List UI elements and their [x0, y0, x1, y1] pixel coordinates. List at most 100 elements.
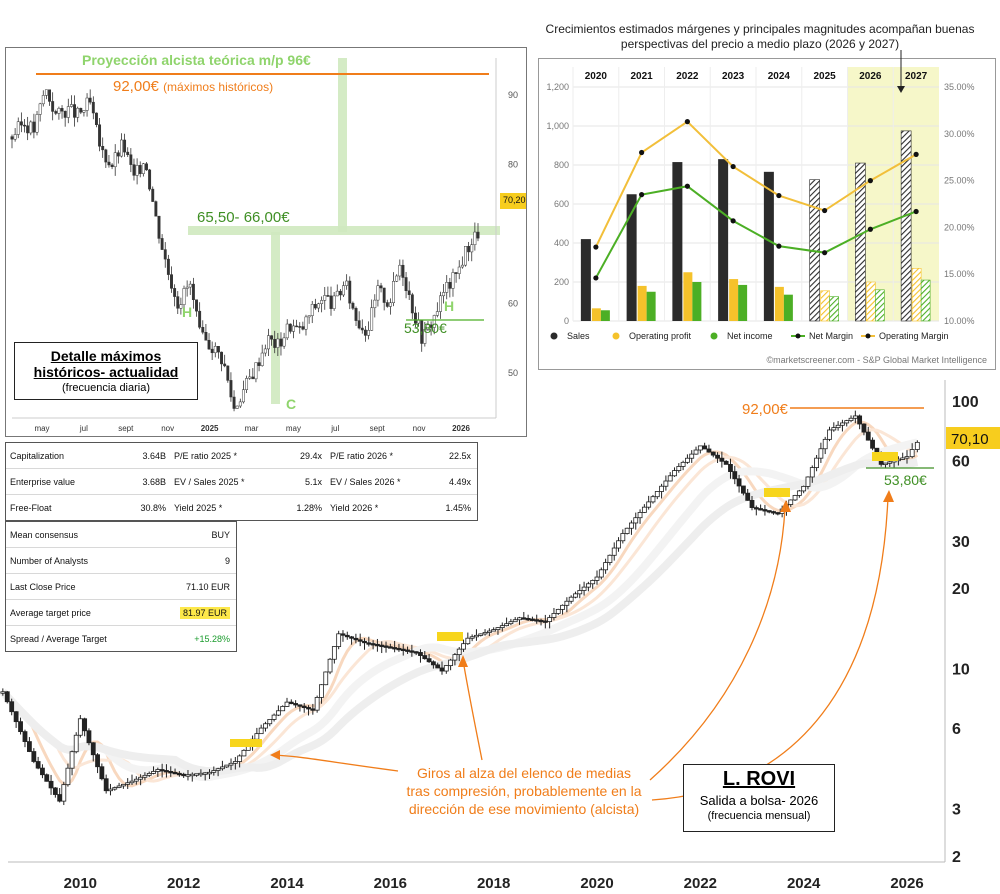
candle-body — [202, 772, 208, 775]
candle-body — [314, 697, 320, 711]
candle-body — [530, 618, 535, 621]
candle-body — [426, 658, 432, 663]
valuation-cell: Free-Float — [10, 502, 52, 513]
candle-body — [133, 778, 139, 782]
detail-candle — [151, 188, 155, 202]
detail-candle — [38, 103, 42, 115]
detail-candle — [16, 121, 20, 135]
detail-candle — [110, 164, 114, 168]
detail-candle — [342, 285, 345, 296]
valuation-cell: 4.49x — [448, 476, 471, 487]
main-ytick: 10 — [952, 662, 970, 679]
main-xtick: 2010 — [64, 875, 97, 892]
detail-candle — [182, 288, 186, 305]
detail-candle — [376, 285, 380, 301]
consensus-row: Number of Analysts 9 — [6, 548, 236, 574]
candle-body — [77, 718, 83, 736]
candle-body — [603, 562, 609, 571]
candle-body — [504, 623, 509, 627]
candle-body — [108, 788, 113, 792]
company-box: L. ROVI Salida a bolsa- 2026 (frecuencia… — [683, 764, 835, 832]
candle-body — [547, 617, 553, 622]
candle-body — [512, 619, 518, 623]
candle-body — [198, 772, 204, 776]
candle-body — [719, 457, 725, 462]
detail-candle — [454, 272, 458, 274]
detail-candle — [154, 201, 158, 217]
candle-body — [310, 708, 316, 711]
fin-ytick-left: 600 — [554, 199, 569, 209]
candle-body — [474, 634, 479, 638]
candle-body — [706, 448, 712, 453]
bar-net — [875, 289, 885, 322]
main-ytick: 2 — [952, 849, 961, 866]
candle-body — [456, 648, 462, 656]
candle-body — [629, 522, 634, 529]
detail-candle — [48, 89, 51, 102]
source-label: ©marketscreener.com - S&P Global Market … — [766, 355, 987, 365]
detail-candle — [298, 326, 302, 328]
candle-body — [228, 762, 234, 766]
candle-body — [336, 633, 342, 647]
fin-ytick-right: 25.00% — [944, 176, 975, 186]
fin-category: 2023 — [722, 71, 745, 82]
detail-candle — [320, 300, 324, 305]
legend-dot — [612, 332, 620, 340]
detail-candle — [51, 101, 55, 112]
candle-body — [232, 761, 238, 764]
line-net-margin — [594, 185, 917, 279]
candle-body — [775, 512, 781, 515]
candle-body — [430, 661, 436, 666]
detail-candle — [332, 295, 336, 309]
candle-body — [792, 495, 798, 501]
candle-body — [680, 461, 686, 467]
fin-ytick-left: 1,000 — [546, 121, 569, 131]
legend-label: Operating profit — [629, 331, 692, 341]
candle-body — [676, 466, 682, 471]
candle-body — [801, 485, 807, 492]
detail-ytick: 60 — [508, 299, 518, 309]
candle-body — [452, 654, 458, 661]
candle-body — [870, 439, 875, 449]
valuation-cell: 30.8% — [140, 502, 166, 513]
twist-highlight-2025 — [872, 452, 898, 461]
detail-price-tag-box — [500, 193, 526, 209]
detail-candle — [107, 161, 111, 166]
detail-xtick: sept — [370, 424, 386, 433]
candle-body — [590, 580, 596, 585]
detail-candle — [91, 101, 95, 114]
candle-body — [840, 422, 845, 426]
candle-body — [443, 665, 449, 672]
line-operating-margin — [594, 120, 917, 248]
bar-op — [683, 272, 693, 321]
candle-body — [146, 772, 152, 776]
main-ytick: 3 — [952, 802, 961, 819]
candle-body — [633, 517, 639, 524]
margin-point — [593, 275, 599, 281]
candle-body — [120, 783, 126, 787]
detail-candle — [292, 325, 295, 332]
detail-candle — [388, 302, 392, 307]
candle-body — [280, 706, 286, 712]
detail-candle — [129, 154, 133, 165]
candle-body — [48, 780, 54, 789]
detail-candle — [432, 315, 436, 328]
bar-op — [911, 268, 922, 322]
detail-candle — [248, 376, 252, 379]
candle-body — [297, 704, 303, 707]
candle-body — [710, 451, 716, 456]
valuation-cell: Enterprise value — [10, 476, 76, 487]
bar-net — [783, 294, 793, 321]
candle-body — [142, 774, 148, 778]
candle-body — [461, 643, 466, 650]
valuation-table: Capitalization 3.64B P/E ratio 2025 * 29.4x… — [5, 442, 478, 521]
detail-candle — [69, 104, 73, 107]
detail-candle — [285, 323, 289, 339]
candle-body — [607, 554, 613, 563]
detail-candle — [29, 121, 33, 134]
candle-body — [418, 652, 423, 656]
detail-candle — [26, 125, 30, 134]
detail-candle — [457, 266, 461, 274]
fin-ytick-right: 10.00% — [944, 316, 975, 326]
